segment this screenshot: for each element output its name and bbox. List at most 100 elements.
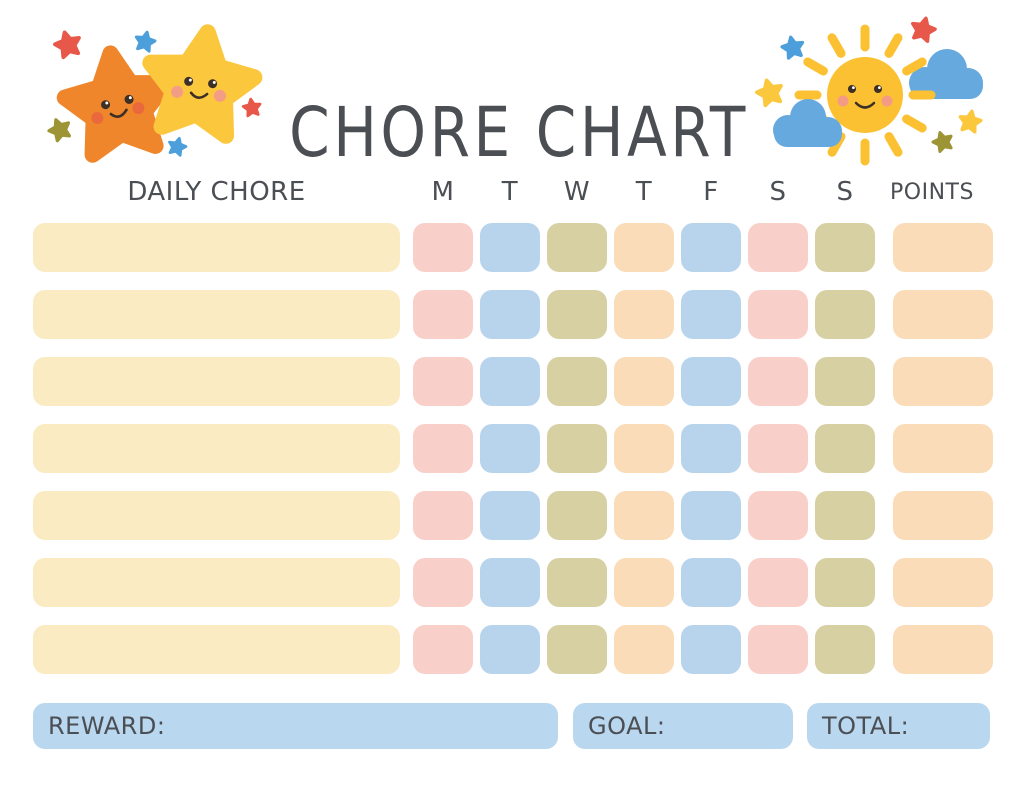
chore-input-cell[interactable] xyxy=(33,424,400,473)
day-cell[interactable] xyxy=(681,424,741,473)
day-cell[interactable] xyxy=(681,491,741,540)
total-field[interactable]: TOTAL: xyxy=(807,703,990,749)
day-cell[interactable] xyxy=(547,424,607,473)
chore-input-cell[interactable] xyxy=(33,558,400,607)
day-cell[interactable] xyxy=(413,424,473,473)
sparkle-star-icon xyxy=(53,29,83,58)
chore-row xyxy=(33,223,993,272)
day-cell[interactable] xyxy=(815,491,875,540)
chore-row xyxy=(33,491,993,540)
chore-row xyxy=(33,357,993,406)
sparkle-star-icon xyxy=(958,109,982,132)
sparkle-star-icon xyxy=(780,35,805,59)
day-cell[interactable] xyxy=(748,424,808,473)
day-cell[interactable] xyxy=(413,558,473,607)
day-cell[interactable] xyxy=(614,558,674,607)
day-header-monday: M xyxy=(431,177,455,207)
day-cell[interactable] xyxy=(547,290,607,339)
day-cell[interactable] xyxy=(815,357,875,406)
points-cell[interactable] xyxy=(893,491,993,540)
day-cell[interactable] xyxy=(614,223,674,272)
chore-input-cell[interactable] xyxy=(33,491,400,540)
chore-row xyxy=(33,625,993,674)
day-cell[interactable] xyxy=(681,290,741,339)
chore-input-cell[interactable] xyxy=(33,223,400,272)
points-cell[interactable] xyxy=(893,424,993,473)
day-cell[interactable] xyxy=(480,357,540,406)
day-cell[interactable] xyxy=(480,223,540,272)
sparkle-star-icon xyxy=(134,30,156,52)
sun-clouds-decoration xyxy=(740,5,1024,166)
points-header: POINTS xyxy=(890,179,974,205)
day-cell[interactable] xyxy=(815,424,875,473)
orange-star-icon xyxy=(60,46,175,157)
cloud-icon xyxy=(773,99,842,147)
day-cell[interactable] xyxy=(748,223,808,272)
day-cell[interactable] xyxy=(413,357,473,406)
day-cell[interactable] xyxy=(480,558,540,607)
day-cell[interactable] xyxy=(681,625,741,674)
stars-decoration xyxy=(30,10,290,175)
day-cell[interactable] xyxy=(614,424,674,473)
day-cell[interactable] xyxy=(614,625,674,674)
day-cell[interactable] xyxy=(748,290,808,339)
day-cell[interactable] xyxy=(748,625,808,674)
day-cell[interactable] xyxy=(547,491,607,540)
day-cell[interactable] xyxy=(815,625,875,674)
day-cell[interactable] xyxy=(413,491,473,540)
day-cell[interactable] xyxy=(681,558,741,607)
day-cell[interactable] xyxy=(748,491,808,540)
day-cell[interactable] xyxy=(748,558,808,607)
day-cell[interactable] xyxy=(614,491,674,540)
day-cell[interactable] xyxy=(614,290,674,339)
reward-field[interactable]: REWARD: xyxy=(33,703,558,749)
day-cell[interactable] xyxy=(681,223,741,272)
page-title: CHORE CHART xyxy=(289,92,749,173)
chore-input-cell[interactable] xyxy=(33,290,400,339)
day-cell[interactable] xyxy=(547,357,607,406)
day-header-saturday: S xyxy=(769,177,787,207)
sparkle-star-icon xyxy=(910,16,937,43)
sparkle-star-icon xyxy=(755,77,785,106)
chore-input-cell[interactable] xyxy=(33,357,400,406)
day-cell[interactable] xyxy=(480,424,540,473)
day-cell[interactable] xyxy=(815,558,875,607)
yellow-star-icon xyxy=(142,25,259,138)
day-cell[interactable] xyxy=(815,290,875,339)
day-cell[interactable] xyxy=(480,491,540,540)
sparkle-star-icon xyxy=(931,130,955,153)
day-cell[interactable] xyxy=(413,290,473,339)
column-header-row: DAILY CHORE M T W T F S S POINTS xyxy=(33,177,982,207)
chore-row xyxy=(33,290,993,339)
day-header-thursday: T xyxy=(635,177,653,207)
total-label: TOTAL: xyxy=(822,712,910,740)
day-cell[interactable] xyxy=(815,223,875,272)
points-cell[interactable] xyxy=(893,558,993,607)
day-cell[interactable] xyxy=(413,223,473,272)
day-cell[interactable] xyxy=(413,625,473,674)
goal-field[interactable]: GOAL: xyxy=(573,703,793,749)
day-cell[interactable] xyxy=(547,223,607,272)
daily-chore-header: DAILY CHORE xyxy=(127,177,306,207)
day-cell[interactable] xyxy=(681,357,741,406)
goal-label: GOAL: xyxy=(588,712,666,740)
sun-icon xyxy=(794,24,936,166)
points-cell[interactable] xyxy=(893,223,993,272)
day-cell[interactable] xyxy=(748,357,808,406)
day-cell[interactable] xyxy=(614,357,674,406)
points-cell[interactable] xyxy=(893,625,993,674)
day-header-tuesday: T xyxy=(501,177,519,207)
reward-label: REWARD: xyxy=(48,712,166,740)
day-cell[interactable] xyxy=(547,625,607,674)
points-cell[interactable] xyxy=(893,290,993,339)
chore-input-cell[interactable] xyxy=(33,625,400,674)
day-header-sunday: S xyxy=(836,177,854,207)
points-cell[interactable] xyxy=(893,357,993,406)
day-cell[interactable] xyxy=(547,558,607,607)
chore-row xyxy=(33,424,993,473)
day-cell[interactable] xyxy=(480,625,540,674)
chore-grid xyxy=(33,223,993,692)
chore-row xyxy=(33,558,993,607)
day-header-wednesday: W xyxy=(563,177,591,207)
day-cell[interactable] xyxy=(480,290,540,339)
